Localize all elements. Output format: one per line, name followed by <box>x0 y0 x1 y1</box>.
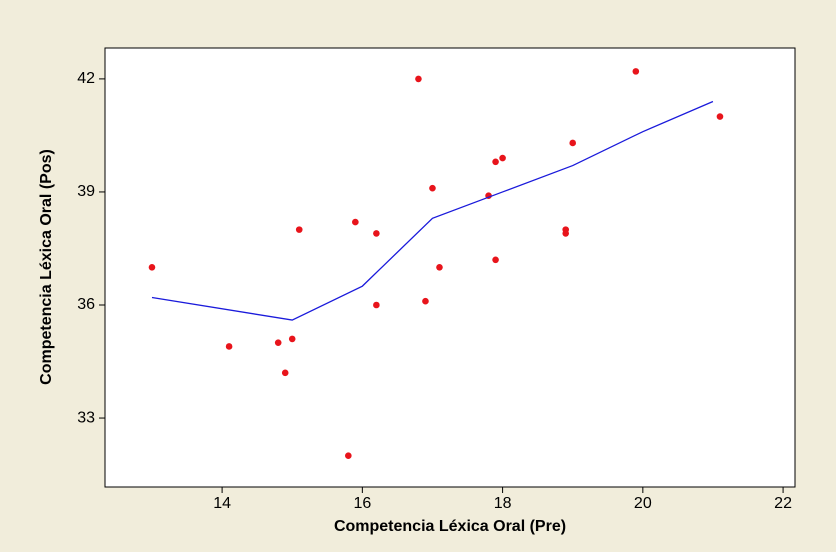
plot-area <box>104 47 796 488</box>
scatter-point <box>716 113 724 120</box>
x-tick-label: 20 <box>634 495 652 512</box>
scatter-point <box>569 139 577 147</box>
scatter-point <box>429 184 436 192</box>
scatter-point <box>288 335 296 343</box>
scatter-point <box>295 226 303 233</box>
y-tick-label: 39 <box>77 183 95 200</box>
scatter-point <box>562 230 570 237</box>
scatter-point <box>345 452 352 460</box>
smoother-line <box>151 100 714 321</box>
scatter-point <box>225 343 233 350</box>
y-tick-label: 33 <box>77 409 95 426</box>
scatter-point <box>352 218 359 226</box>
scatter-point <box>436 264 443 271</box>
scatter-point <box>373 301 380 309</box>
scatter-point <box>148 264 156 271</box>
x-tick-label: 18 <box>494 495 512 512</box>
scatter-point <box>281 369 289 377</box>
scatter-point <box>415 75 422 83</box>
scatter-point <box>274 339 282 346</box>
scatter-point <box>492 256 499 264</box>
scatter-point <box>373 230 380 237</box>
y-tick-label: 42 <box>77 70 95 87</box>
scatter-point <box>422 297 429 305</box>
x-tick-label: 22 <box>774 495 792 512</box>
scatter-point <box>499 154 506 162</box>
x-tick-label: 14 <box>213 495 231 512</box>
y-tick-label: 36 <box>77 296 95 313</box>
x-tick-label: 16 <box>353 495 371 512</box>
y-axis-title: Competencia Léxica Oral (Pos) <box>38 149 55 385</box>
scatter-point <box>632 68 640 75</box>
scatter-point <box>492 158 499 166</box>
x-axis-title: Competencia Léxica Oral (Pre) <box>334 518 566 535</box>
